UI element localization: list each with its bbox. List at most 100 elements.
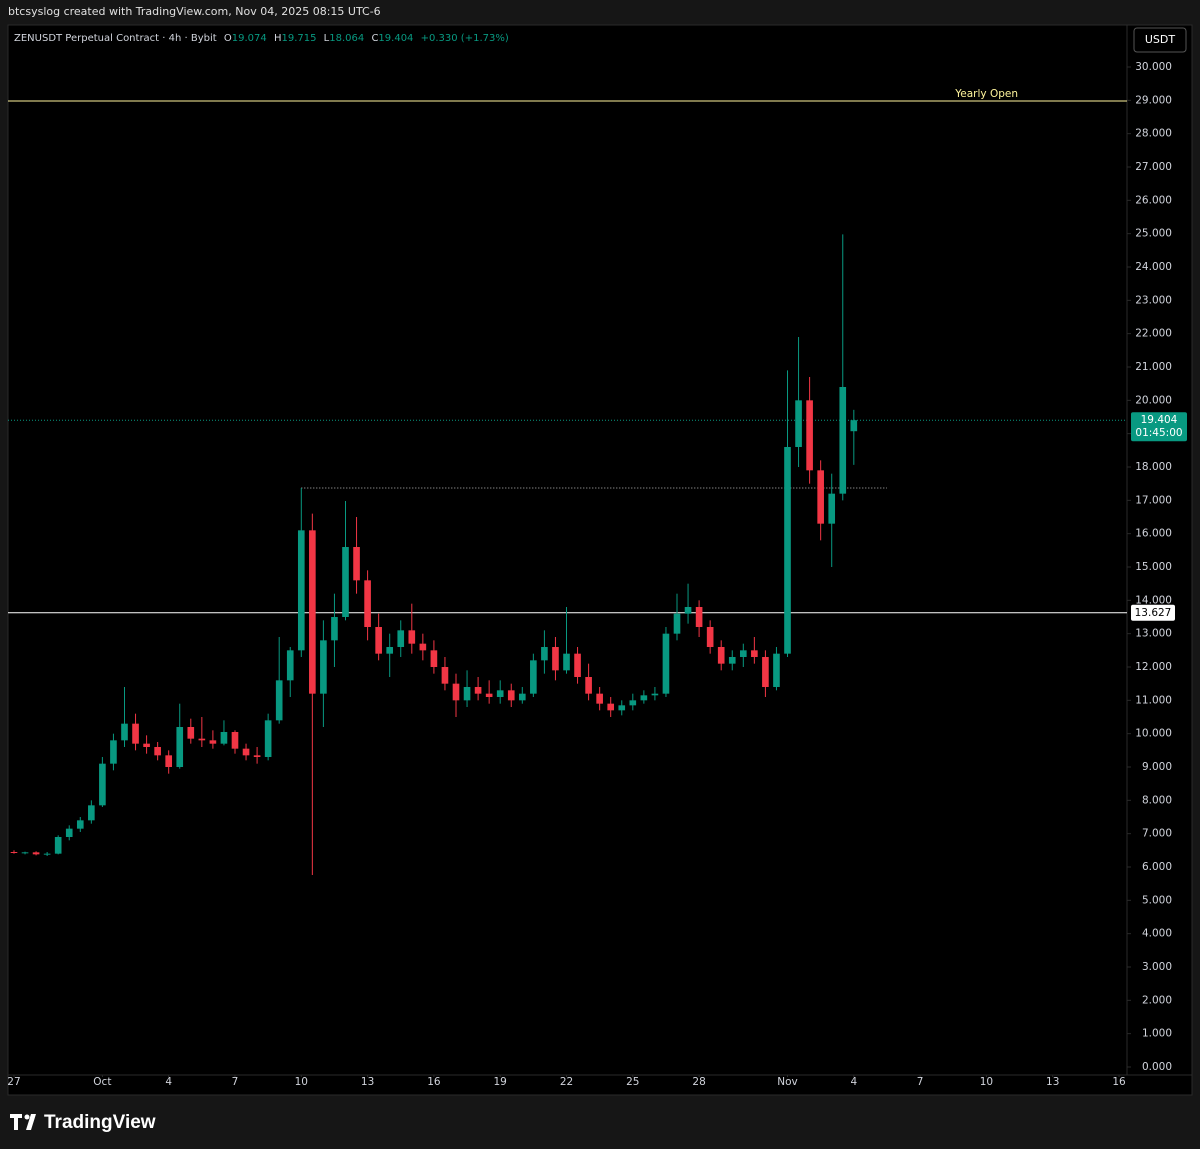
x-tick-label: 19 [494, 1076, 507, 1088]
footer-logo: TradingView [10, 1112, 156, 1133]
legend: ZENUSDT Perpetual Contract · 4h · Bybit … [14, 33, 509, 44]
candle-body [54, 837, 62, 854]
candle-body [585, 677, 592, 694]
y-tick-label: 24.000 [1135, 261, 1172, 273]
x-tick-label: 13 [1046, 1076, 1059, 1088]
x-tick-label: Nov [777, 1076, 798, 1088]
candle-body [563, 653, 570, 671]
candle-body [618, 705, 626, 711]
y-tick-label: 15.000 [1135, 561, 1172, 573]
candle-body [10, 852, 18, 853]
legend-value: 18.064 [329, 33, 364, 44]
legend-label: L [324, 33, 330, 44]
y-tick-label: 20.000 [1135, 394, 1172, 406]
candle-body [331, 617, 338, 641]
candle-body [286, 650, 294, 681]
horizontal-line-label: 13.627 [1135, 607, 1172, 619]
y-tick-label: 23.000 [1135, 294, 1172, 306]
candle-body [784, 447, 791, 654]
legend-value: 19.715 [281, 33, 316, 44]
symbol: ZENUSDT Perpetual Contract · 4h · Bybit [14, 33, 217, 44]
candle-body [452, 683, 460, 701]
candle-body [364, 580, 371, 627]
y-tick-label: 5.000 [1142, 894, 1172, 906]
x-tick-label: 7 [917, 1076, 924, 1088]
candle-body [187, 727, 195, 739]
candle-body [297, 530, 305, 651]
candle-body [673, 613, 681, 634]
candle-body [110, 740, 117, 764]
y-tick-label: 3.000 [1142, 961, 1172, 973]
candle-body [353, 547, 360, 581]
candle-body [640, 695, 648, 701]
x-tick-label: 22 [560, 1076, 573, 1088]
y-tick-label: 13.000 [1135, 628, 1172, 640]
plot: 0.000 1.000 2.000 3.000 4.000 5.000 6.000 7.000… [7, 61, 1187, 1088]
candle-body [474, 687, 482, 694]
candle-body [773, 653, 780, 687]
y-tick-label: 12.000 [1135, 661, 1172, 673]
candle-body [552, 647, 559, 671]
y-tick-label: 9.000 [1142, 761, 1172, 773]
candle-body [32, 852, 40, 855]
candle-body [430, 650, 438, 667]
legend-value: 19.404 [378, 33, 413, 44]
x-tick-label: 28 [692, 1076, 705, 1088]
x-tick-label: 4 [850, 1076, 857, 1088]
currency-label[interactable]: USDT [1145, 33, 1176, 46]
candle-body [684, 607, 692, 614]
candle-body [817, 470, 824, 524]
y-tick-label: 26.000 [1135, 194, 1172, 206]
y-tick-label: 21.000 [1135, 361, 1172, 373]
x-tick-label: 27 [7, 1076, 20, 1088]
candle-body [695, 607, 703, 627]
y-tick-label: 0.000 [1142, 1061, 1172, 1073]
caption: btcsyslog created with TradingView.com, … [8, 5, 381, 18]
y-tick-label: 27.000 [1135, 161, 1172, 173]
candle-body [231, 732, 239, 749]
y-tick-label: 7.000 [1142, 828, 1172, 840]
currency-button-frame[interactable] [1133, 27, 1187, 53]
candle-body [662, 633, 670, 694]
candle-body [739, 650, 747, 657]
y-tick-label: 29.000 [1135, 94, 1172, 106]
candle-body [762, 657, 769, 687]
legend-value: 19.074 [232, 33, 267, 44]
candle-body [386, 647, 394, 654]
candle-body [264, 720, 272, 757]
candle-body [651, 693, 659, 696]
candle-body [463, 687, 471, 701]
candle-body [629, 700, 637, 706]
x-tick-label: 25 [626, 1076, 639, 1088]
candle-body [209, 740, 217, 744]
candle-body [242, 748, 250, 756]
y-tick-label: 25.000 [1135, 228, 1172, 240]
y-tick-label: 16.000 [1135, 528, 1172, 540]
candle-body [253, 755, 261, 757]
y-tick-label: 18.000 [1135, 461, 1172, 473]
currency-button[interactable]: USDT [1133, 27, 1187, 53]
yearly-open-label: Yearly Open [954, 88, 1018, 100]
logo-icon [26, 1114, 36, 1130]
chart-frame [7, 24, 1193, 1096]
candle-body [408, 630, 416, 644]
candle-body [375, 627, 382, 654]
candle-body [850, 420, 858, 432]
candle-body [795, 400, 802, 447]
candle-body [65, 828, 73, 837]
y-tick-label: 22.000 [1135, 328, 1172, 340]
logo-icon [10, 1114, 22, 1130]
countdown-label: 01:45:00 [1135, 427, 1182, 439]
legend-label: H [274, 33, 282, 44]
last-price-label-bg [1131, 412, 1187, 442]
candle-body [839, 387, 847, 494]
horizontal-line-label-bg [1131, 604, 1175, 621]
x-tick-label: 16 [427, 1076, 441, 1088]
candle-body [596, 693, 603, 704]
y-tick-label: 30.000 [1135, 61, 1172, 73]
candle-body [143, 743, 150, 747]
y-tick-label: 8.000 [1142, 794, 1172, 806]
legend-change: +0.330 (+1.73%) [421, 33, 509, 44]
candle-body [828, 493, 836, 524]
legend-label: O [224, 33, 232, 44]
